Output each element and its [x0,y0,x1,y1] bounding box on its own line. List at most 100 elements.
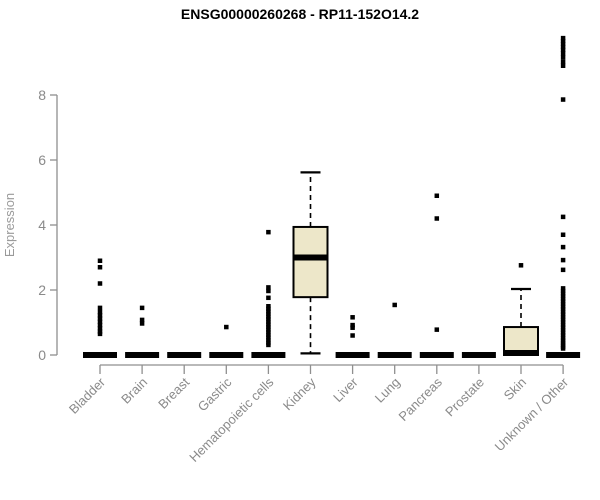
outlier-point [518,263,524,268]
outlier-point [266,335,271,340]
outlier-point [266,324,271,330]
outlier-point [560,322,566,328]
outlier-point [139,321,145,326]
x-category-label: Lung [372,375,403,406]
outlier-point [560,59,566,65]
outlier-point [97,309,103,315]
outlier-point [560,327,566,333]
outlier-point [266,309,271,314]
outlier-point [560,299,566,304]
outlier-point [560,232,566,237]
outlier-point [266,317,271,322]
outlier-point [97,305,103,311]
outlier-point [560,332,566,338]
y-tick-label: 2 [38,282,46,298]
outlier-point [266,229,271,235]
outlier-point [560,44,566,50]
outlier-point [266,304,271,309]
x-category-label: Brain [118,375,150,407]
x-category-label: Prostate [442,375,487,420]
outlier-point [97,326,103,331]
outlier-point [97,258,103,263]
outlier-point [560,340,566,345]
outlier-point [560,338,566,343]
outlier-point [266,332,271,338]
x-category-label: Breast [155,374,192,411]
outlier-point [266,330,271,335]
outlier-point [560,214,566,220]
outlier-point [560,55,566,60]
outlier-point [560,325,566,330]
outlier-point [350,322,355,328]
outlier-point [560,97,566,102]
outlier-point [560,304,566,309]
outlier-point [434,193,440,198]
x-category-label: Unknown / Other [492,374,572,454]
outlier-point [560,317,566,322]
x-category-label: Bladder [66,374,109,417]
outlier-point [266,285,271,290]
outlier-point [266,322,271,327]
outlier-point [560,63,566,68]
outlier-point [266,288,271,294]
outlier-point [560,301,566,307]
outlier-point [350,333,355,338]
outlier-point [266,314,271,319]
outlier-point [266,337,271,343]
outlier-point [97,265,103,270]
outlier-point [266,306,271,312]
outlier-point [97,313,103,318]
outlier-point [560,47,566,53]
outlier-point [266,340,271,345]
y-axis-title: Expression [2,193,17,257]
y-tick-label: 8 [38,87,46,103]
outlier-point [97,316,103,321]
box [292,225,329,299]
outlier-point [560,296,566,302]
outlier-point [224,324,229,330]
outlier-point [560,41,566,47]
outlier-point [560,306,566,312]
outlier-point [266,319,271,325]
outlier-point [97,281,103,286]
outlier-point [434,327,440,332]
outlier-point [560,38,566,44]
x-category-label: Skin [501,375,529,403]
outlier-point [266,342,271,348]
outlier-point [560,286,566,291]
outlier-point [560,291,566,296]
outlier-point [560,335,566,341]
outlier-point [97,319,103,325]
outlier-point [392,302,397,308]
outlier-point [350,315,355,320]
outlier-point [97,329,103,334]
chart-title: ENSG00000260268 - RP11-152O14.2 [181,6,419,22]
outlier-point [560,319,566,325]
x-category-label: Pancreas [395,374,445,424]
outlier-point [560,288,566,294]
outlier-point [560,267,566,273]
x-category-label: Liver [330,374,361,405]
outlier-point [139,317,145,323]
outlier-point [139,305,145,311]
outlier-point [560,330,566,335]
outlier-point [560,346,566,351]
outlier-point [560,51,566,56]
y-tick-label: 4 [38,217,46,233]
outlier-point [560,314,566,320]
outlier-point [266,327,271,332]
outlier-point [266,311,271,317]
outlier-point [434,216,440,221]
outlier-point [560,293,566,299]
outlier-point [560,312,566,317]
outlier-point [560,244,566,250]
outlier-point [97,322,103,328]
y-tick-label: 6 [38,152,46,168]
outlier-point [97,331,103,337]
outlier-point [560,309,566,315]
x-category-label: Gastric [195,374,235,414]
y-tick-label: 0 [38,347,46,363]
